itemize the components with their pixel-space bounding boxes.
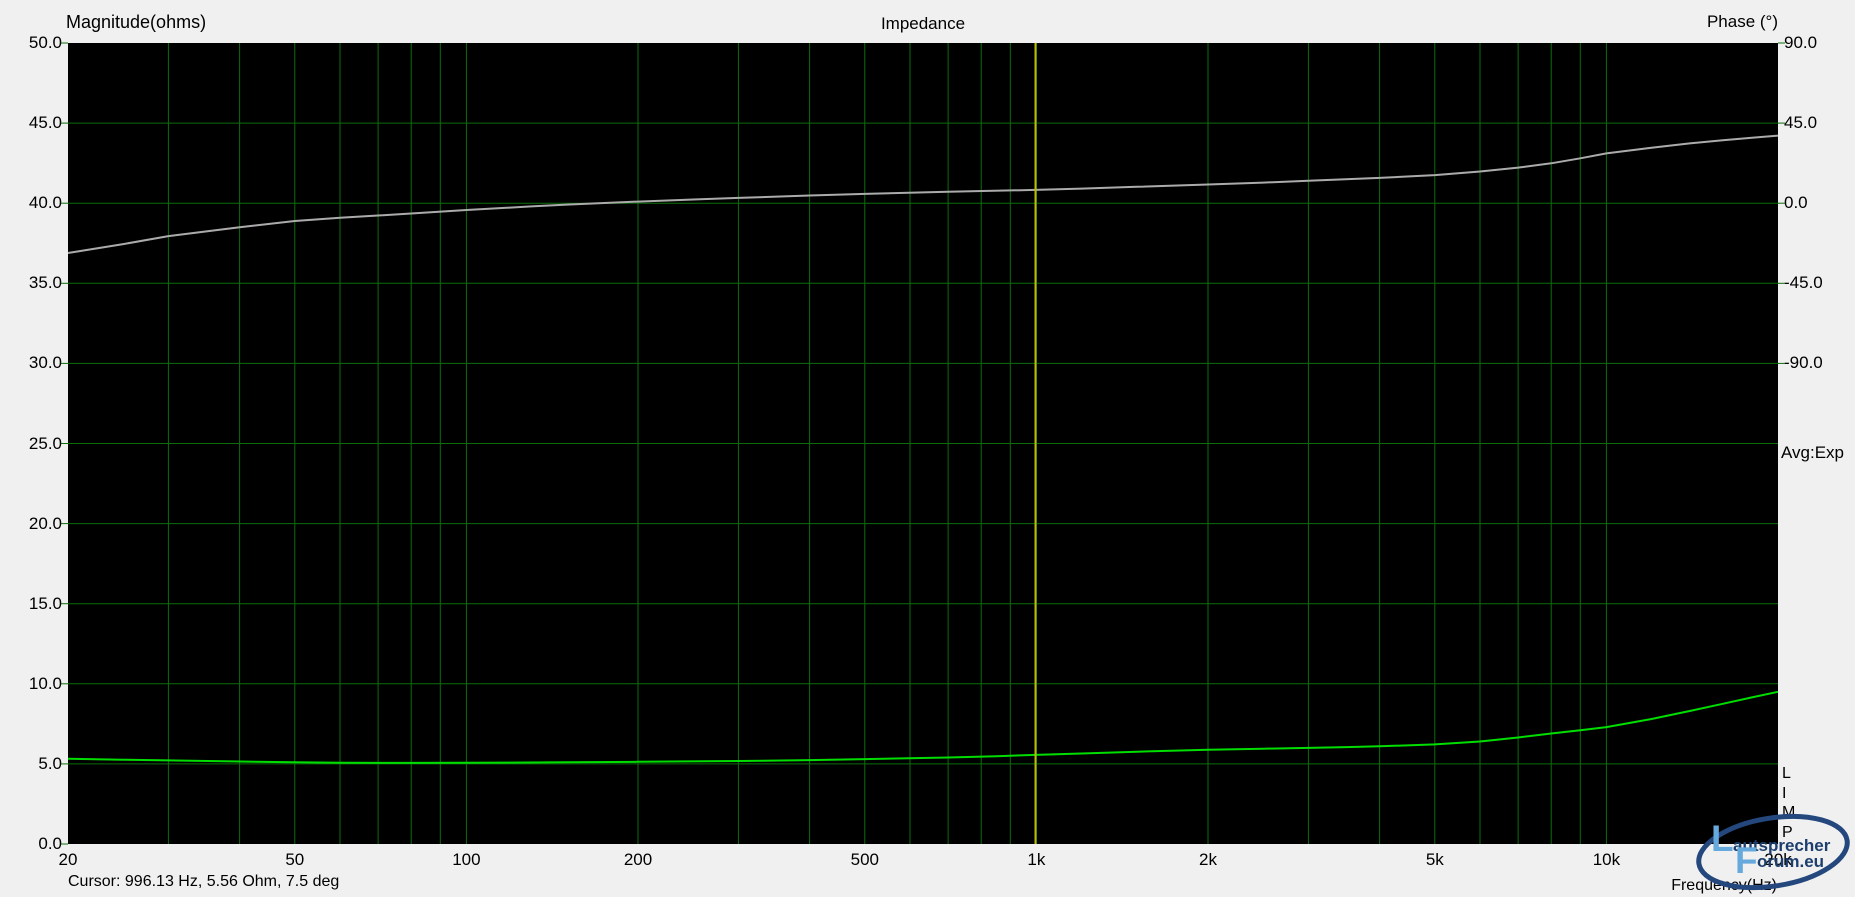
phase-tick-label: 0.0 xyxy=(1784,193,1808,213)
magnitude-tick-label: 25.0 xyxy=(28,433,62,453)
phase-curve xyxy=(67,134,1779,254)
averaging-mode-label: Avg:Exp xyxy=(1781,443,1845,462)
frequency-tick-label: 5k xyxy=(1425,850,1444,869)
logo-letter-f: F xyxy=(1735,840,1758,881)
frequency-tick-label: 10k xyxy=(1592,850,1621,869)
left-axis-title: Magnitude(ohms) xyxy=(66,12,207,32)
magnitude-tick-label: 35.0 xyxy=(28,273,62,293)
logo-letter-l: L xyxy=(1711,818,1734,859)
frequency-tick-label: 100 xyxy=(452,850,481,869)
cursor-readout: Cursor: 996.13 Hz, 5.56 Ohm, 7.5 deg xyxy=(68,873,340,890)
impedance-plot[interactable] xyxy=(61,42,1785,845)
phase-tick-label: 90.0 xyxy=(1784,33,1818,52)
magnitude-tick-label: 45.0 xyxy=(28,113,62,133)
right-axis-title: Phase (°) xyxy=(1706,12,1778,31)
frequency-tick-label: 500 xyxy=(850,850,879,869)
magnitude-tick-label: 50.0 xyxy=(28,33,62,52)
limp-app-letter: L xyxy=(1782,765,1791,782)
lautsprecherforum-logo: L autsprecher F orum.eu xyxy=(1696,810,1852,896)
phase-tick-label: -90.0 xyxy=(1784,353,1823,373)
frequency-tick-label: 20 xyxy=(58,850,78,869)
logo-word-forum: orum.eu xyxy=(1757,852,1825,871)
logo-ellipse-swoosh xyxy=(1696,813,1850,891)
logo-word-lautsprecher: autsprecher xyxy=(1733,836,1831,855)
frequency-tick-label: 50 xyxy=(285,850,305,869)
impedance-plot-canvas[interactable] xyxy=(61,42,1785,845)
frequency-tick-label: 200 xyxy=(623,850,653,869)
magnitude-tick-label: 15.0 xyxy=(28,593,62,613)
magnitude-curve xyxy=(67,690,1779,764)
magnitude-tick-label: 10.0 xyxy=(28,673,62,693)
magnitude-tick-label: 0.0 xyxy=(38,834,62,853)
magnitude-tick-label: 20.0 xyxy=(28,513,62,533)
frequency-tick-label: 1k xyxy=(1027,850,1046,869)
limp-app-letter: I xyxy=(1782,784,1787,802)
frequency-tick-label: 2k xyxy=(1199,850,1217,869)
phase-tick-label: -45.0 xyxy=(1784,273,1823,293)
phase-tick-label: 45.0 xyxy=(1784,113,1818,133)
magnitude-tick-label: 5.0 xyxy=(38,753,62,773)
magnitude-tick-label: 40.0 xyxy=(28,193,62,213)
magnitude-tick-label: 30.0 xyxy=(28,353,62,373)
chart-title: Impedance xyxy=(880,14,966,33)
